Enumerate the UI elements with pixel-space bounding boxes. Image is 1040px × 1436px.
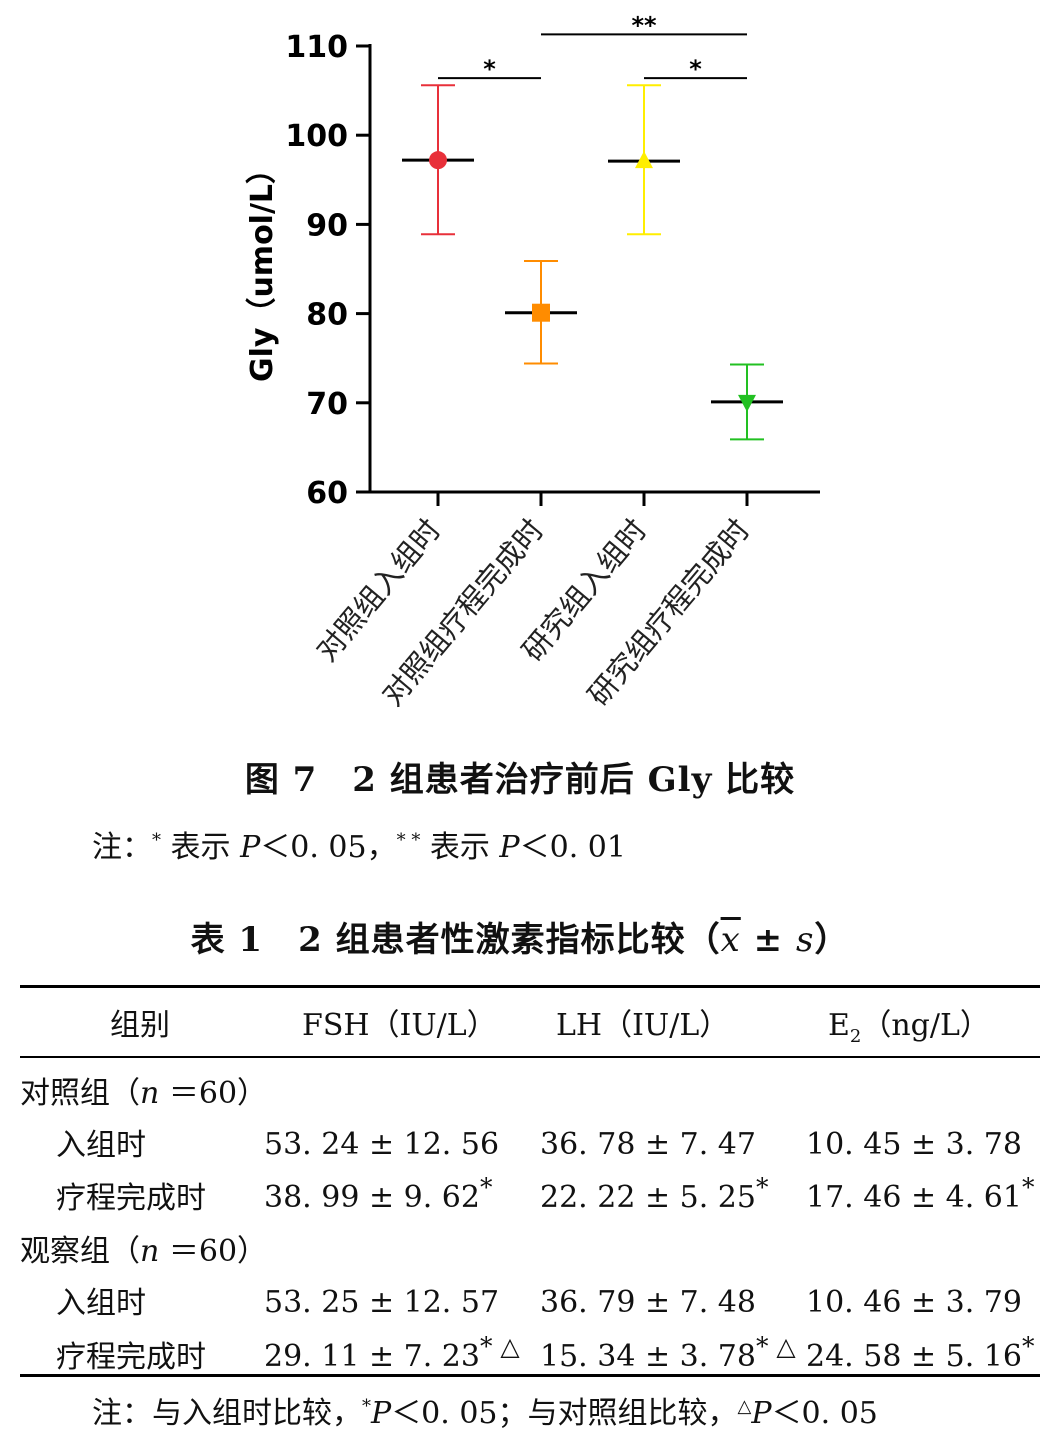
group-label-observation: 观察组（n ＝60） [20,1226,267,1270]
figure-note-prefix: 注： [92,830,152,865]
table-note-p2: P [751,1396,772,1431]
cell-fsh: 53. 24 ± 12. 56 [264,1120,499,1162]
y-tick-label: 60 [306,476,348,511]
y-tick-label: 70 [306,387,348,422]
cell-e2-sig: * [1021,1173,1035,1202]
table-note-triangle: △ [737,1396,752,1417]
chart-marks [402,84,783,441]
significance-label: * [689,55,702,83]
significance-label: ** [631,11,657,39]
cell-lh-value: 36. 79 ± 7. 48 [540,1285,756,1320]
cell-lh: 15. 34 ± 3. 78* △ [540,1332,796,1374]
data-point-triangle-down [738,394,756,412]
header-lh: LH（IU/L） [556,1008,730,1043]
cell-fsh-value: 38. 99 ± 9. 62 [264,1180,480,1215]
cell-lh-sig: * △ [755,1332,796,1361]
cell-fsh-value: 53. 25 ± 12. 57 [264,1285,500,1320]
group-label-text: 观察组（ [20,1234,140,1269]
table-note-p1: P [371,1396,392,1431]
chart-background [232,2,836,750]
table-bottom-rule [20,1374,1040,1377]
cell-lh-sig: * [755,1173,769,1202]
header-e2: E2（ng/L） [828,1000,990,1047]
row-name: 疗程完成时 [56,1340,206,1375]
table-caption-suffix: ） [814,920,850,960]
cell-e2-value: 17. 46 ± 4. 61 [806,1180,1022,1215]
figure-note-val1: ＜0. 05， [260,830,397,865]
figure-note-text2: 表示 [420,830,500,865]
cell-fsh-sig: * △ [479,1332,520,1361]
header-group: 组别 [110,1008,170,1043]
cell-fsh-sig: * [479,1173,493,1202]
group-label-control: 对照组（n ＝60） [20,1068,267,1112]
header-e2-sub: 2 [849,1026,862,1047]
y-axis-label: Gly（umol/L） [245,154,280,382]
y-tick-label: 90 [306,208,348,243]
table-top-rule [20,985,1040,988]
table-note-val1: ＜0. 05；与对照组比较， [391,1396,738,1431]
y-tick-label: 80 [306,298,348,333]
cell-e2: 10. 45 ± 3. 78 [806,1120,1022,1162]
figure-note-p2: P [499,830,520,865]
cell-lh: 36. 78 ± 7. 47 [540,1120,756,1162]
figure-caption: 图 7 2 组患者治疗前后 Gly 比较 [244,760,796,800]
group-count: ＝60） [159,1076,268,1111]
row-name: 入组时 [56,1128,146,1163]
table-note-prefix: 注：与入组时比较， [92,1396,362,1431]
table-caption-prefix: 表 1 2 组患者性激素指标比较（ [190,920,721,960]
header-fsh: FSH（IU/L） [302,1008,497,1043]
row-name: 疗程完成时 [56,1181,206,1216]
data-point-square [532,303,550,322]
table-caption-pm: ± [740,920,796,960]
cell-e2-value: 10. 46 ± 3. 79 [806,1285,1022,1320]
cell-fsh-value: 29. 11 ± 7. 23 [264,1339,480,1374]
group-count: ＝60） [159,1234,268,1269]
cell-lh: 36. 79 ± 7. 48 [540,1278,756,1320]
cell-fsh: 29. 11 ± 7. 23* △ [264,1332,520,1374]
cell-e2-sig: * △ [1021,1332,1040,1361]
header-e2-unit: （ng/L） [861,1008,990,1043]
group-n: n [140,1076,160,1111]
figure-note-p1: P [240,830,261,865]
significance-brackets: **** [438,11,747,83]
significance-label: * [483,55,496,83]
cell-lh-value: 36. 78 ± 7. 47 [540,1127,756,1162]
table-note: 注：与入组时比较，*P＜0. 05；与对照组比较，△P＜0. 05 [92,1388,878,1432]
data-point-triangle-up [635,151,653,169]
figure-note-star1: * [152,830,161,851]
row-name: 入组时 [56,1286,146,1321]
cell-e2-value: 10. 45 ± 3. 78 [806,1127,1022,1162]
table-note-star: * [362,1396,371,1417]
cell-e2: 24. 58 ± 5. 16* △ [806,1332,1040,1374]
table-note-val2: ＜0. 05 [771,1396,878,1431]
table-caption: 表 1 2 组患者性激素指标比较（x ± s） [0,912,1040,961]
cell-fsh: 38. 99 ± 9. 62* [264,1173,492,1215]
cell-lh-value: 15. 34 ± 3. 78 [540,1339,756,1374]
cell-lh-value: 22. 22 ± 5. 25 [540,1180,756,1215]
cell-e2: 10. 46 ± 3. 79 [806,1278,1022,1320]
table-caption-s: s [795,920,815,960]
cell-lh: 22. 22 ± 5. 25* [540,1173,768,1215]
cell-fsh: 53. 25 ± 12. 57 [264,1278,499,1320]
figure-note-text1: 表示 [161,830,241,865]
gly-error-bar-chart: 60708090100110对照组入组时对照组疗程完成时研究组入组时研究组疗程完… [232,2,836,750]
cell-fsh-value: 53. 24 ± 12. 56 [264,1127,500,1162]
header-e2-main: E [828,1008,850,1043]
table-caption-xbar: x [720,920,741,960]
group-label-text: 对照组（ [20,1076,140,1111]
y-tick-label: 110 [285,30,348,65]
figure-note-val2: ＜0. 01 [519,830,626,865]
data-point-circle [429,151,447,170]
figure-note: 注：* 表示 P＜0. 05，* * 表示 P＜0. 01 [92,822,626,866]
cell-e2: 17. 46 ± 4. 61* [806,1173,1034,1215]
cell-e2-value: 24. 58 ± 5. 16 [806,1339,1022,1374]
table-header-rule [20,1056,1040,1058]
figure-note-star2: * * [396,830,421,851]
group-n: n [140,1234,160,1269]
y-tick-label: 100 [285,119,348,154]
